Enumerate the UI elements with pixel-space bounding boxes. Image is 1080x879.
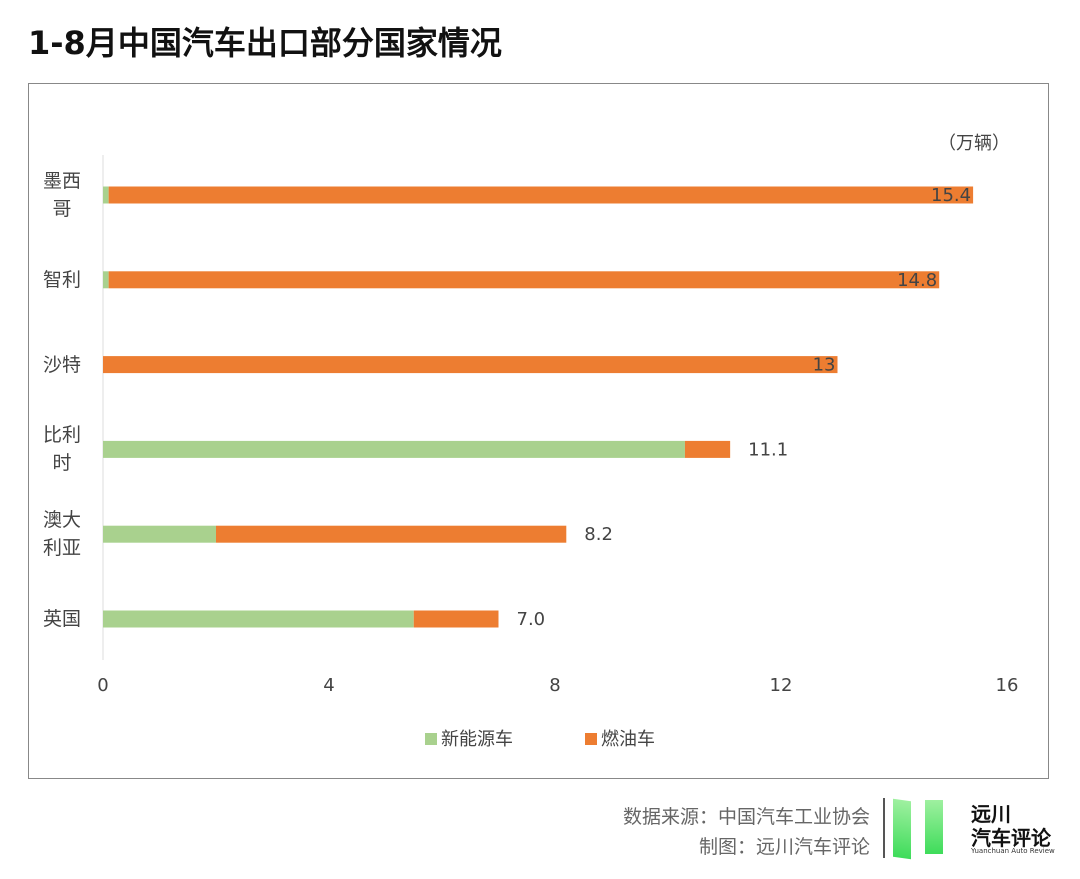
logo-bar xyxy=(893,798,911,860)
source: 数据来源：中国汽车工业协会 xyxy=(622,806,870,828)
total-label: 7.0 xyxy=(517,609,546,630)
legend-label: 燃油车 xyxy=(601,729,655,750)
total-label: 8.2 xyxy=(584,524,613,545)
total-label: 11.1 xyxy=(748,439,788,460)
bar-segment xyxy=(108,271,940,289)
logo-divider xyxy=(883,798,885,858)
bar-segment xyxy=(103,440,685,458)
logo-sub: 汽车评论 xyxy=(971,826,1051,850)
legend-swatch xyxy=(425,733,437,745)
x-tick-label: 0 xyxy=(97,675,108,696)
y-tick-label: 沙特 xyxy=(42,353,81,376)
bar-segment xyxy=(413,610,499,628)
y-tick-label: 智利 xyxy=(42,268,81,291)
x-tick-label: 16 xyxy=(996,675,1019,696)
chart-frame xyxy=(28,83,1049,779)
total-label: 15.4 xyxy=(931,185,971,206)
bar-segment xyxy=(103,186,109,204)
logo-en: Yuanchuan Auto Review xyxy=(971,847,1055,855)
bar-segment xyxy=(103,271,109,289)
legend-label: 新能源车 xyxy=(441,729,513,750)
bar-segment xyxy=(103,610,414,628)
bar-segment xyxy=(103,356,838,374)
bar-segment xyxy=(103,525,216,543)
logo: 远川 汽车评论 Yuanchuan Auto Review xyxy=(883,796,1073,860)
x-tick-label: 4 xyxy=(323,675,334,696)
bar-segment xyxy=(108,186,974,204)
x-tick-label: 8 xyxy=(549,675,560,696)
logo-name: 远川 xyxy=(971,802,1011,826)
y-tick-label: 比利时 xyxy=(42,424,81,475)
x-tick-label: 12 xyxy=(770,675,793,696)
total-label: 13 xyxy=(813,355,836,376)
chart-title: 1-8月中国汽车出口部分国家情况 xyxy=(28,24,502,62)
credit: 制图：远川汽车评论 xyxy=(698,836,870,858)
y-tick-label: 墨西哥 xyxy=(42,170,81,220)
bar-segment xyxy=(216,525,567,543)
unit-label: （万辆） xyxy=(938,133,1010,154)
bar-segment xyxy=(684,440,731,458)
y-tick-label: 澳大利亚 xyxy=(42,509,81,560)
y-tick-label: 英国 xyxy=(42,608,81,630)
logo-bar xyxy=(925,800,943,854)
total-label: 14.8 xyxy=(897,270,937,291)
legend-swatch xyxy=(585,733,597,745)
